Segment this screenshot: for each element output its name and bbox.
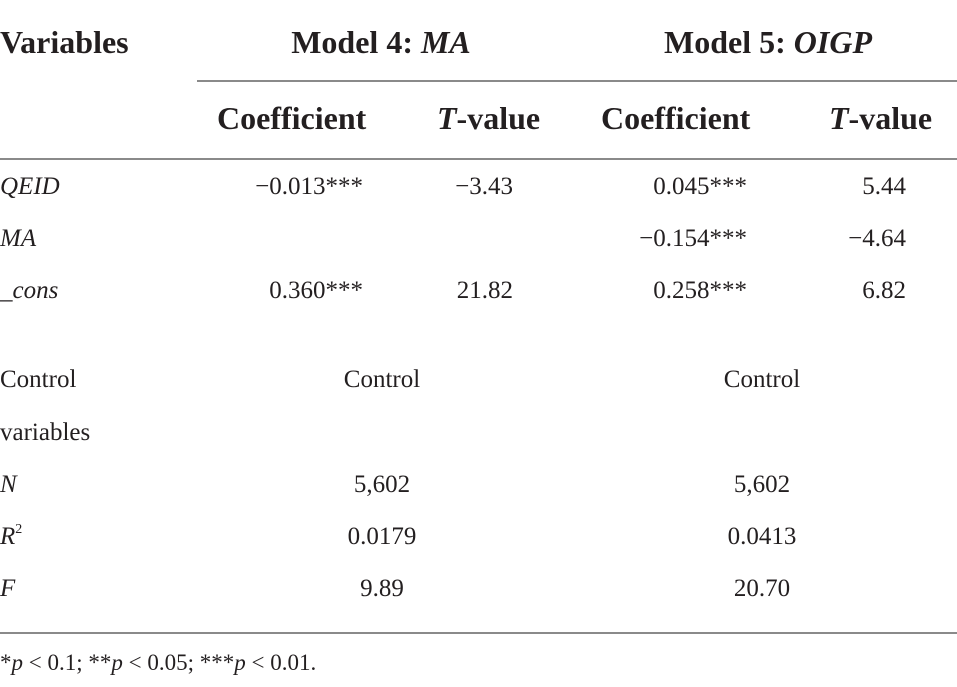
cell-cons-m4-coef: 0.360*** (269, 277, 363, 304)
cell-cons-m5-t: 6.82 (862, 277, 906, 304)
row-label-ma: MA (0, 225, 37, 252)
header-span-rule (197, 80, 957, 82)
footnote: *p < 0.1; **p < 0.05; ***p < 0.01. (0, 651, 316, 674)
cell-qeid-m4-t: −3.43 (455, 173, 513, 200)
header-bottom-rule (0, 158, 957, 160)
header-variables: Variables (0, 24, 129, 60)
header-coefficient-model-5: Coefficient (601, 100, 751, 136)
cell-f-m4: 9.89 (360, 575, 404, 602)
header-model-4-name: MA (420, 24, 471, 60)
cell-qeid-m4-coef: −0.013*** (255, 173, 363, 200)
cell-ma-m5-t: −4.64 (848, 225, 906, 252)
cell-n-m4: 5,602 (353, 471, 411, 498)
header-coefficient-model-4: Coefficient (217, 100, 367, 136)
footnote-t1: < 0.1; ** (23, 650, 112, 675)
header-tvalue-model-4-t: T (437, 100, 457, 136)
header-tvalue-model-5: T-value (829, 102, 932, 134)
row-label-r2: R2 (0, 522, 23, 550)
header-model-5-prefix: Model 5: (664, 24, 794, 60)
cell-cons-m5-coef: 0.258*** (653, 277, 747, 304)
cell-qeid-m5-coef: 0.045*** (653, 173, 747, 200)
header-model-5: Model 5: OIGP (664, 26, 872, 58)
row-label-r2-sup: 2 (15, 522, 23, 537)
row-label-n: N (0, 471, 17, 498)
header-tvalue-model-4-rest: -value (456, 100, 541, 136)
row-label-cons: _cons (0, 277, 59, 304)
cell-n-m5: 5,602 (733, 471, 791, 498)
table-bottom-rule (0, 632, 957, 634)
cell-control-m4: Control (343, 366, 421, 393)
footnote-p2: p (111, 650, 123, 675)
cell-qeid-m5-t: 5.44 (862, 173, 906, 200)
header-model-5-name: OIGP (793, 24, 872, 60)
cell-control-m5: Control (723, 366, 801, 393)
header-model-4-prefix: Model 4: (291, 24, 421, 60)
cell-r2-m5: 0.0413 (727, 523, 797, 550)
cell-f-m5: 20.70 (733, 575, 791, 602)
footnote-p1: p (11, 650, 24, 675)
row-label-r2-r: R (0, 523, 16, 550)
row-label-control-line1: Control (0, 366, 77, 393)
header-tvalue-model-5-rest: -value (848, 100, 933, 136)
row-label-f: F (0, 575, 16, 602)
footnote-t3: < 0.01. (245, 650, 317, 675)
footnote-p3: p (234, 650, 246, 675)
footnote-t2: < 0.05; *** (122, 650, 235, 675)
cell-r2-m4: 0.0179 (347, 523, 417, 550)
row-label-control-line2: variables (0, 419, 91, 446)
header-tvalue-model-5-t: T (829, 100, 849, 136)
cell-ma-m5-coef: −0.154*** (639, 225, 747, 252)
header-tvalue-model-4: T-value (437, 102, 540, 134)
footnote-s1: * (0, 650, 12, 675)
cell-cons-m4-t: 21.82 (456, 277, 513, 304)
row-label-qeid: QEID (0, 173, 60, 200)
header-model-4: Model 4: MA (291, 26, 471, 58)
